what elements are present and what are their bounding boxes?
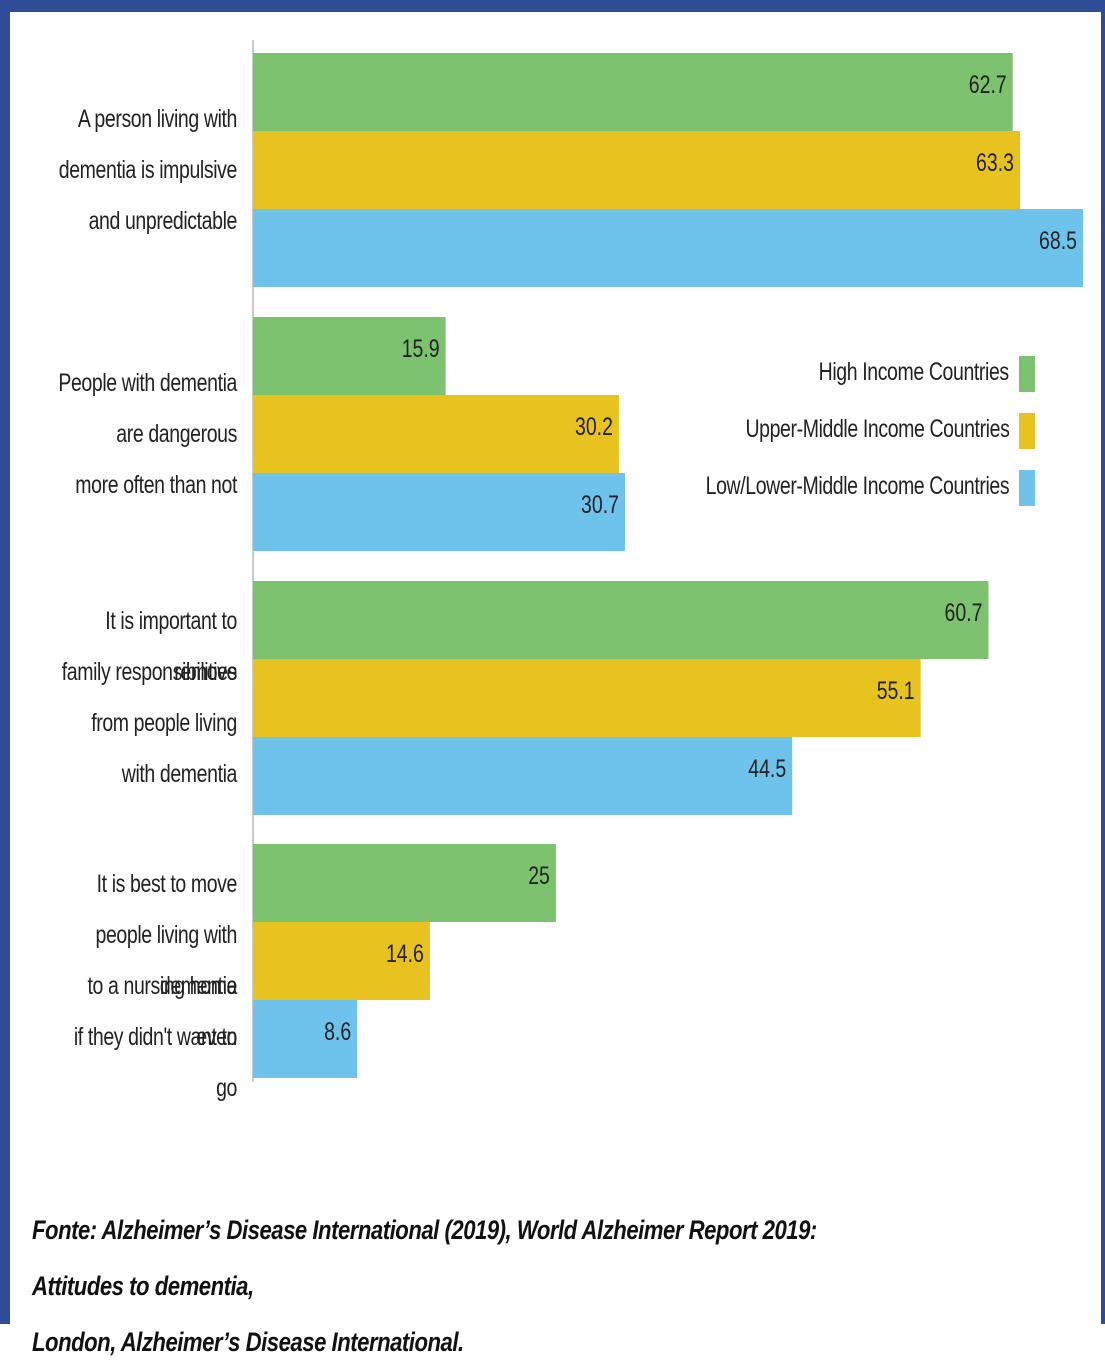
data-label-series-1-category-1: 30.2 [575,413,613,441]
chart-frame [0,0,1105,1324]
bar-series-2-category-2 [253,737,793,815]
data-label-series-1-category-0: 63.3 [976,149,1014,177]
legend-swatch-blue [1019,470,1035,506]
legend-item-upper-middle-income: Upper-Middle Income Countries [615,413,1035,453]
data-label-series-1-category-2: 55.1 [877,677,915,705]
category-label-3-line-0: It is best to move [96,870,238,898]
legend-item-high-income: High Income Countries [615,356,1035,396]
bar-series-2-category-0 [253,209,1083,287]
bar-series-0-category-3 [253,844,556,922]
source-line-1: Fonte: Alzheimer’s Disease International… [32,1215,817,1301]
data-label-series-2-category-3: 8.6 [324,1018,351,1046]
category-label-3-line-2: to a nursing home even [87,972,238,1051]
legend-label: High Income Countries [818,358,1010,386]
legend-swatch-yellow [1019,413,1035,449]
category-label-3-line-3: if they didn't want to go [73,1023,238,1102]
category-label-2-line-1: family responsibilities [61,658,238,686]
bar-series-2-category-3 [253,1000,358,1078]
data-label-series-2-category-0: 68.5 [1039,227,1077,255]
bar-series-2-category-1 [253,473,625,551]
category-label-2-line-0: It is important to remove [105,607,237,686]
category-label-3-line-1: people living with dementia [95,921,238,1000]
bar-series-1-category-2 [253,659,921,737]
category-label-1-line-2: more often than not [75,470,237,499]
source-line-2: London, Alzheimer’s Disease Internationa… [32,1327,464,1357]
category-label-0-line-2: and unpredictable [88,206,238,235]
data-label-series-0-category-0: 62.7 [969,71,1007,99]
bar-series-1-category-3 [253,922,430,1000]
legend-label: Upper-Middle Income Countries [745,415,1009,443]
legend-swatch-green [1019,356,1035,392]
category-label-2-line-3: with dementia [121,760,238,788]
category-label-1-line-0: People with dementia [58,368,237,397]
category-label-0-line-0: A person living with [77,104,238,133]
bar-series-1-category-0 [253,131,1020,209]
data-label-series-0-category-1: 15.9 [402,335,440,363]
bar-series-0-category-1 [253,317,446,395]
data-label-series-0-category-3: 25 [528,862,550,890]
bar-series-1-category-1 [253,395,619,473]
data-label-series-0-category-2: 60.7 [945,599,983,627]
bar-series-0-category-2 [253,581,989,659]
category-label-0-line-1: dementia is impulsive [58,155,238,184]
legend-item-low-lower-middle-income: Low/Lower-Middle Income Countries [615,470,1035,510]
legend-label: Low/Lower-Middle Income Countries [705,472,1009,500]
category-label-2-line-2: from people living [91,709,237,737]
bar-chart: 62.7 15.9 60.7 25 63.3 30.2 55.1 14.6 68.5 30.7 44… [252,40,1083,1082]
source-note: Fonte: Alzheimer’s Disease International… [32,1202,852,1370]
data-label-series-1-category-3: 14.6 [386,940,424,968]
bar-series-0-category-0 [253,53,1013,131]
data-label-series-2-category-2: 44.5 [748,755,786,783]
category-label-1-line-1: are dangerous [116,419,237,448]
data-label-series-2-category-1: 30.7 [581,491,619,519]
